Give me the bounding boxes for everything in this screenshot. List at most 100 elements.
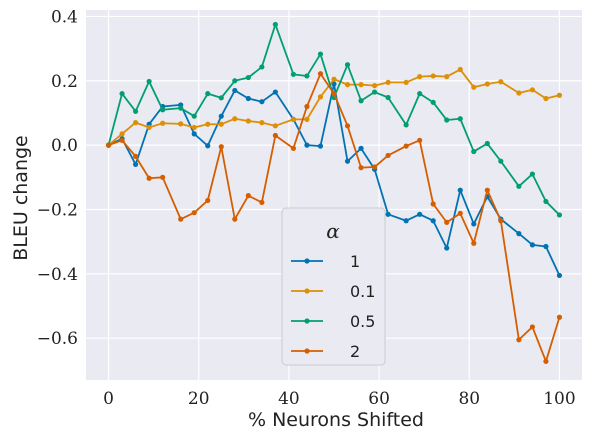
data-point bbox=[358, 145, 364, 151]
data-point bbox=[344, 62, 351, 68]
x-tick-label: 60 bbox=[368, 389, 390, 409]
x-tick-label: 40 bbox=[278, 389, 300, 409]
series-lines bbox=[105, 21, 563, 364]
data-point bbox=[317, 143, 324, 149]
data-point bbox=[543, 358, 549, 364]
data-point bbox=[516, 183, 522, 189]
data-point bbox=[385, 152, 391, 159]
series-2 bbox=[105, 71, 563, 364]
legend-title: α bbox=[326, 219, 340, 243]
data-point bbox=[218, 95, 224, 101]
data-point bbox=[191, 113, 197, 119]
legend-label: 1 bbox=[350, 252, 360, 271]
y-tick-label: −0.6 bbox=[37, 329, 78, 349]
data-point bbox=[218, 113, 224, 119]
data-point bbox=[218, 144, 224, 150]
data-point bbox=[556, 212, 563, 218]
legend-label: 2 bbox=[350, 342, 360, 361]
data-point bbox=[430, 99, 436, 105]
data-point bbox=[218, 121, 224, 127]
legend-items: 1 0.1 0.5 2 bbox=[291, 252, 375, 361]
data-point bbox=[191, 210, 197, 216]
data-point bbox=[331, 81, 337, 87]
data-point bbox=[344, 123, 351, 129]
legend-marker bbox=[304, 288, 310, 294]
data-point bbox=[178, 121, 184, 127]
data-point bbox=[417, 74, 423, 80]
x-tick-label: 0 bbox=[103, 389, 114, 409]
series-0.5 bbox=[105, 21, 563, 218]
data-point bbox=[516, 337, 522, 343]
data-point bbox=[457, 210, 463, 216]
legend-label: 0.1 bbox=[350, 282, 375, 301]
data-point bbox=[133, 161, 139, 168]
data-point bbox=[484, 187, 490, 193]
x-tick-label: 80 bbox=[458, 389, 480, 409]
data-point bbox=[146, 78, 152, 85]
data-point bbox=[403, 218, 409, 224]
data-point bbox=[471, 84, 477, 90]
data-point bbox=[543, 243, 549, 250]
data-point bbox=[403, 143, 409, 149]
data-point bbox=[304, 103, 310, 110]
data-point bbox=[344, 82, 351, 88]
data-point bbox=[272, 132, 278, 139]
data-point bbox=[484, 81, 490, 87]
data-point bbox=[178, 105, 184, 111]
legend-marker bbox=[304, 258, 310, 264]
y-tick-label: −0.4 bbox=[37, 265, 78, 285]
data-point bbox=[371, 164, 378, 170]
data-point bbox=[205, 143, 211, 149]
data-point bbox=[191, 131, 197, 137]
data-point bbox=[529, 242, 536, 248]
data-point bbox=[385, 94, 391, 101]
data-point bbox=[119, 91, 125, 97]
data-point bbox=[232, 87, 238, 94]
data-point bbox=[232, 216, 238, 222]
data-point bbox=[371, 83, 378, 89]
legend-marker bbox=[304, 348, 310, 354]
data-point bbox=[484, 140, 490, 147]
data-point bbox=[232, 116, 238, 122]
data-point bbox=[259, 99, 265, 105]
data-point bbox=[556, 314, 563, 320]
x-tick-label: 20 bbox=[188, 389, 210, 409]
data-point bbox=[259, 120, 265, 126]
data-point bbox=[498, 158, 504, 164]
data-point bbox=[205, 91, 211, 97]
data-point bbox=[272, 21, 278, 28]
data-point bbox=[304, 116, 310, 122]
data-point bbox=[290, 116, 297, 122]
data-point bbox=[160, 120, 166, 126]
data-point bbox=[272, 123, 278, 129]
data-point bbox=[146, 124, 152, 131]
data-point bbox=[290, 71, 297, 77]
data-point bbox=[205, 121, 211, 127]
data-point bbox=[290, 145, 297, 151]
data-point bbox=[444, 245, 450, 251]
x-tick-label: 100 bbox=[543, 389, 575, 409]
tick-labels: 0 20 40 60 80 100 0.4 0.2 0.0 −0.2 −0.4 −0.6 bbox=[37, 7, 576, 409]
data-point bbox=[331, 76, 337, 82]
data-point bbox=[385, 211, 391, 217]
data-point bbox=[272, 89, 278, 95]
data-point bbox=[119, 137, 125, 143]
data-point bbox=[516, 231, 522, 237]
data-point bbox=[403, 122, 409, 128]
data-point bbox=[245, 118, 251, 124]
data-point bbox=[444, 74, 450, 80]
data-point bbox=[543, 95, 549, 102]
y-tick-label: −0.2 bbox=[37, 200, 78, 220]
x-axis-title: % Neurons Shifted bbox=[248, 409, 424, 431]
data-point bbox=[160, 107, 166, 113]
data-point bbox=[417, 211, 423, 217]
legend-box bbox=[281, 207, 386, 366]
data-point bbox=[232, 78, 238, 84]
data-point bbox=[471, 221, 477, 227]
y-tick-label: 0.2 bbox=[51, 72, 78, 92]
data-point bbox=[245, 193, 251, 199]
data-point bbox=[529, 87, 536, 93]
data-point bbox=[317, 94, 324, 100]
legend-label: 0.5 bbox=[350, 312, 375, 331]
data-point bbox=[358, 98, 364, 104]
